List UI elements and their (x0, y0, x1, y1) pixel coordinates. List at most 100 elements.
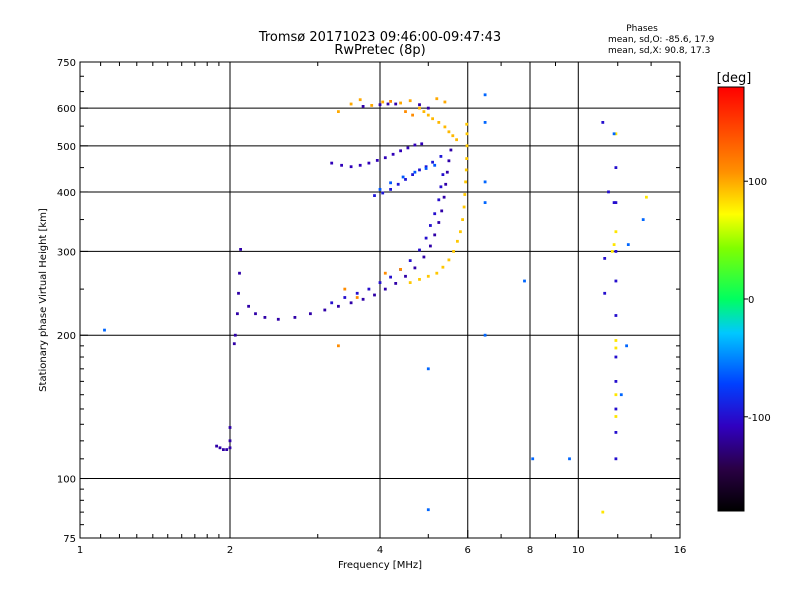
data-point-top-scatter (399, 101, 402, 105)
data-point-top-scatter (349, 102, 353, 106)
data-point-isolated (483, 121, 487, 124)
data-point-right-column (607, 190, 610, 194)
data-point-x-upper-cluster (443, 125, 447, 129)
data-point-o-lower (263, 316, 267, 319)
data-point-right-warm (614, 346, 618, 350)
data-point-x-upper-cluster (451, 134, 455, 138)
y-tick-label: 600 (57, 104, 76, 115)
data-point-o-lower-spread (408, 259, 412, 262)
data-point-scatter-yellow (404, 110, 407, 113)
data-point-x-upper-cluster (426, 113, 430, 117)
data-point-o-lower-spread (441, 173, 445, 176)
data-point-o-upper (406, 146, 410, 150)
data-point-o-lower (442, 195, 446, 199)
y-tick-label: 750 (57, 58, 76, 69)
data-point-o-lower (276, 317, 280, 321)
data-point-o-lower (323, 308, 327, 312)
data-point-scatter-yellow (355, 296, 359, 299)
data-point-o-lower (449, 148, 453, 152)
data-point-o-lower (445, 170, 449, 174)
data-point-o-upper (413, 143, 417, 147)
data-point-o-upper-spread (373, 194, 376, 197)
data-point-isolated (103, 328, 106, 332)
data-point-top-scatter (408, 99, 412, 103)
data-point-x-upper-cluster (437, 121, 441, 124)
data-point-right-warm (614, 415, 618, 418)
data-point-o-lower (337, 304, 340, 308)
data-point-top-dark (394, 102, 398, 106)
data-point-x-trace (465, 144, 469, 148)
data-point-low-echo (228, 439, 232, 443)
data-point-o-lower-spread (439, 185, 443, 189)
data-point-o-lower (413, 266, 417, 270)
data-point-x-trace (418, 278, 421, 281)
data-point-right-column (614, 166, 618, 169)
data-point-isolated (625, 344, 628, 348)
data-point-o-upper-spread (396, 182, 400, 186)
data-point-top-dark (361, 105, 365, 108)
data-point-top-scatter (337, 110, 340, 113)
data-point-top-scatter (370, 104, 374, 107)
data-point-scatter-yellow (343, 287, 347, 291)
data-point-o-lower (238, 271, 241, 275)
data-point-o-lower-spread (343, 296, 347, 299)
data-point-isolated (531, 457, 535, 461)
data-point-x-trace (441, 265, 445, 269)
data-point-isolated (523, 279, 526, 283)
data-point-isolated (641, 218, 645, 221)
x-tick-label: 1 (77, 545, 83, 556)
data-point-scatter-yellow (389, 100, 392, 103)
x-tick-label: 16 (674, 545, 687, 556)
data-point-o-lower (433, 233, 437, 237)
data-point-right-column (614, 380, 618, 383)
axis-ticks (79, 61, 681, 539)
data-point-x-trace (465, 157, 469, 160)
data-point-x-trace (408, 281, 412, 284)
data-point-x-upper-ripple (413, 170, 417, 174)
data-point-o-lower (447, 159, 451, 163)
data-points (103, 93, 648, 514)
data-point-right-column (614, 355, 618, 359)
data-point-x-trace (464, 168, 468, 172)
y-tick-label: 100 (57, 475, 76, 486)
data-point-o-upper (383, 156, 387, 160)
data-point-x-trace (435, 271, 439, 275)
data-point-o-lower-spread (367, 287, 371, 291)
data-point-o-lower (233, 333, 237, 337)
data-point-isolated (426, 508, 430, 512)
data-point-x-upper-cluster (447, 130, 451, 134)
y-tick-label: 400 (57, 188, 76, 199)
data-point-o-lower-spread (433, 212, 437, 216)
data-point-top-scatter (381, 100, 385, 104)
data-point-o-upper (340, 163, 343, 167)
data-point-x-trace (465, 122, 469, 126)
data-point-o-upper (399, 149, 402, 153)
data-point-top-scatter (443, 100, 447, 104)
data-point-o-lower (429, 244, 432, 248)
data-point-x-upper-cluster (431, 117, 434, 121)
colorbar-ticks: 100 0 -100 (744, 177, 771, 424)
data-point-o-upper (358, 163, 362, 167)
data-point-right-warm (610, 250, 614, 253)
data-point-x-trace (461, 218, 464, 221)
data-point-x-upper-cluster (422, 110, 426, 113)
chart-title: Tromsø 20171023 09:46:00-09:47:43 (258, 30, 501, 45)
data-point-right-warm (645, 195, 648, 199)
data-point-x-upper-ripple (424, 167, 428, 170)
x-tick-label: 8 (527, 545, 533, 556)
data-point-right-column (603, 291, 607, 295)
data-point-o-lower (394, 282, 398, 285)
data-point-right-column (614, 431, 618, 434)
x-tick-label: 6 (465, 545, 471, 556)
data-point-o-upper-spread (424, 165, 428, 169)
data-point-isolated (483, 201, 487, 204)
data-point-x-trace (452, 250, 455, 253)
data-point-isolated (612, 132, 616, 136)
data-point-isolated (483, 93, 487, 97)
data-point-o-lower (237, 291, 240, 295)
data-point-o-lower (247, 304, 250, 308)
data-point-right-warm (614, 230, 618, 234)
y-tick-label: 500 (57, 142, 76, 153)
colorbar-tick-label: 100 (748, 177, 767, 188)
